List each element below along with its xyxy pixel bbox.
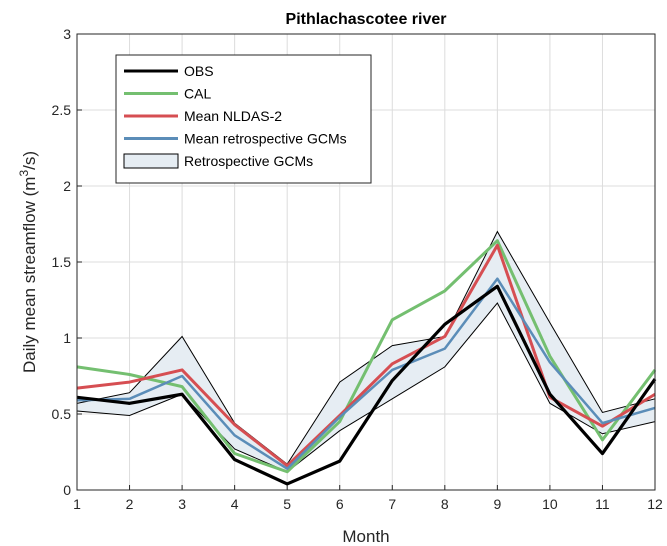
x-axis-ticks: 1 2 3 4 5 6 7 8 9 10 11 12 — [73, 485, 663, 512]
x-tick-label: 3 — [178, 496, 186, 512]
y-axis-label-main: Daily mean streamflow (m — [20, 177, 39, 374]
y-axis-ticks: 0 0.5 1 1.5 2 2.5 3 — [52, 26, 82, 498]
x-tick-label: 5 — [283, 496, 291, 512]
legend-label-obs: OBS — [184, 63, 214, 79]
series-line-cal — [76, 239, 657, 474]
legend: OBS CAL Mean NLDAS-2 Mean retrospective GCM… — [115, 54, 372, 184]
series-lines — [76, 239, 657, 486]
series-line-mean-retrospective-gcms — [76, 277, 656, 470]
y-tick-label: 0 — [63, 482, 71, 498]
x-tick-label: 2 — [126, 496, 134, 512]
x-tick-label: 1 — [73, 496, 81, 512]
y-tick-label: 0.5 — [52, 406, 72, 422]
x-tick-label: 10 — [542, 496, 558, 512]
x-tick-label: 12 — [647, 496, 663, 512]
x-axis-label: Month — [342, 527, 389, 546]
y-axis-label: Daily mean streamflow (m3/s) — [17, 151, 39, 373]
x-tick-label: 9 — [493, 496, 501, 512]
legend-label-mean-nldas-2: Mean NLDAS-2 — [184, 108, 282, 124]
x-tick-label: 6 — [336, 496, 344, 512]
band-upper-edge — [76, 230, 656, 465]
series-line-obs — [76, 284, 657, 486]
y-tick-label: 2 — [63, 178, 71, 194]
band-lower-edge — [76, 302, 656, 473]
legend-swatch-retrospective-gcms — [123, 153, 179, 169]
legend-label-cal: CAL — [184, 86, 211, 102]
y-tick-label: 1.5 — [52, 254, 72, 270]
x-tick-label: 8 — [441, 496, 449, 512]
x-tick-label: 7 — [388, 496, 396, 512]
legend-label-mean-retrospective-gcms: Mean retrospective GCMs — [184, 131, 347, 147]
y-tick-label: 1 — [63, 330, 71, 346]
legend-label-retrospective-gcms: Retrospective GCMs — [184, 153, 313, 169]
x-tick-label: 4 — [231, 496, 239, 512]
x-tick-label: 11 — [595, 496, 610, 512]
chart-title: Pithlachascotee river — [286, 11, 447, 28]
y-axis-label-sup: 3 — [17, 170, 31, 177]
y-tick-label: 2.5 — [52, 102, 72, 118]
y-axis-label-end: /s) — [20, 151, 39, 170]
y-tick-label: 3 — [63, 26, 71, 42]
